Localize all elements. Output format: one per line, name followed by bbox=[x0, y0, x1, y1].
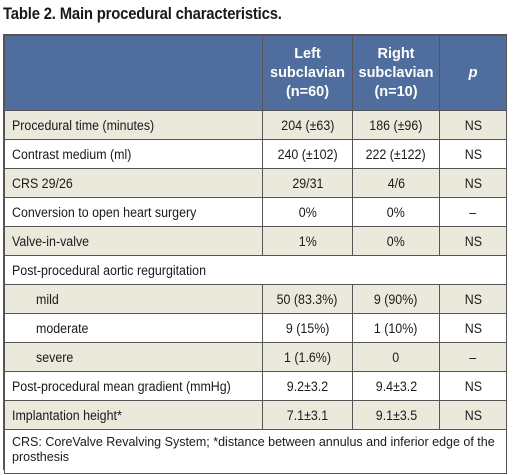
cell-p: NS bbox=[439, 400, 507, 430]
cell-p: NS bbox=[439, 168, 507, 198]
cell-p: NS bbox=[439, 226, 507, 256]
row-label: Procedural time (minutes) bbox=[4, 110, 263, 140]
cell-left: 1 (1.6%) bbox=[262, 342, 353, 372]
table-row: CRS 29/26 29/31 4/6 NS bbox=[4, 168, 507, 198]
cell-left: 204 (±63) bbox=[262, 110, 353, 140]
table-row-section: Post-procedural aortic regurgitation bbox=[4, 255, 507, 285]
table-row: Conversion to open heart surgery 0% 0% – bbox=[4, 197, 507, 227]
cell-right: 4/6 bbox=[352, 168, 440, 198]
table-row: mild 50 (83.3%) 9 (90%) NS bbox=[4, 284, 507, 314]
header-empty-cell bbox=[4, 35, 263, 111]
header-right-line3: (n=10) bbox=[374, 83, 418, 100]
cell-left: 9.2±3.2 bbox=[262, 371, 353, 401]
table-row: Procedural time (minutes) 204 (±63) 186 … bbox=[4, 110, 507, 140]
cell-right: 1 (10%) bbox=[352, 313, 440, 343]
table-row: Post-procedural mean gradient (mmHg) 9.2… bbox=[4, 371, 507, 401]
row-label: Contrast medium (ml) bbox=[4, 139, 263, 169]
header-left-subclavian: Left subclavian (n=60) bbox=[262, 35, 353, 111]
cell-right: 186 (±96) bbox=[352, 110, 440, 140]
cell-left: 7.1±3.1 bbox=[262, 400, 353, 430]
row-label: moderate bbox=[4, 313, 263, 343]
header-left-line1: Left bbox=[294, 45, 321, 62]
row-label: mild bbox=[4, 284, 263, 314]
header-right-subclavian: Right subclavian (n=10) bbox=[352, 35, 440, 111]
table-title: Table 2. Main procedural characteristics… bbox=[3, 5, 282, 23]
cell-right: 9.1±3.5 bbox=[352, 400, 440, 430]
row-label: Valve-in-valve bbox=[4, 226, 263, 256]
footnote: CRS: CoreValve Revalving System; *distan… bbox=[4, 429, 507, 474]
row-label: severe bbox=[4, 342, 263, 372]
cell-right: 9.4±3.2 bbox=[352, 371, 440, 401]
row-label: CRS 29/26 bbox=[4, 168, 263, 198]
section-label: Post-procedural aortic regurgitation bbox=[4, 255, 507, 285]
cell-p: NS bbox=[439, 371, 507, 401]
cell-right: 9 (90%) bbox=[352, 284, 440, 314]
procedural-table: Left subclavian (n=60) Right subclavian … bbox=[4, 35, 507, 474]
cell-p: – bbox=[439, 342, 507, 372]
header-left-line2: subclavian bbox=[270, 64, 345, 81]
cell-left: 9 (15%) bbox=[262, 313, 353, 343]
header-left-line3: (n=60) bbox=[285, 83, 330, 100]
header-right-line1: Right bbox=[377, 45, 415, 62]
table-container: Left subclavian (n=60) Right subclavian … bbox=[3, 34, 507, 474]
table-row: severe 1 (1.6%) 0 – bbox=[4, 342, 507, 372]
cell-p: NS bbox=[439, 313, 507, 343]
header-right-line2: subclavian bbox=[358, 64, 434, 81]
table-row: Contrast medium (ml) 240 (±102) 222 (±12… bbox=[4, 139, 507, 169]
cell-left: 1% bbox=[262, 226, 353, 256]
table-row: Valve-in-valve 1% 0% NS bbox=[4, 226, 507, 256]
header-row: Left subclavian (n=60) Right subclavian … bbox=[4, 35, 507, 111]
cell-p: NS bbox=[439, 139, 507, 169]
cell-right: 0% bbox=[352, 197, 440, 227]
cell-left: 240 (±102) bbox=[262, 139, 353, 169]
cell-right: 222 (±122) bbox=[352, 139, 440, 169]
table-row: moderate 9 (15%) 1 (10%) NS bbox=[4, 313, 507, 343]
row-label: Implantation height* bbox=[4, 400, 263, 430]
cell-p: NS bbox=[439, 110, 507, 140]
cell-right: 0 bbox=[352, 342, 440, 372]
cell-right: 0% bbox=[352, 226, 440, 256]
cell-left: 0% bbox=[262, 197, 353, 227]
header-p-value: p bbox=[439, 35, 507, 111]
cell-p: NS bbox=[439, 284, 507, 314]
row-label: Conversion to open heart surgery bbox=[4, 197, 263, 227]
row-label: Post-procedural mean gradient (mmHg) bbox=[4, 371, 263, 401]
footnote-row: CRS: CoreValve Revalving System; *distan… bbox=[4, 429, 507, 474]
cell-p: – bbox=[439, 197, 507, 227]
cell-left: 29/31 bbox=[262, 168, 353, 198]
table-row: Implantation height* 7.1±3.1 9.1±3.5 NS bbox=[4, 400, 507, 430]
cell-left: 50 (83.3%) bbox=[262, 284, 353, 314]
